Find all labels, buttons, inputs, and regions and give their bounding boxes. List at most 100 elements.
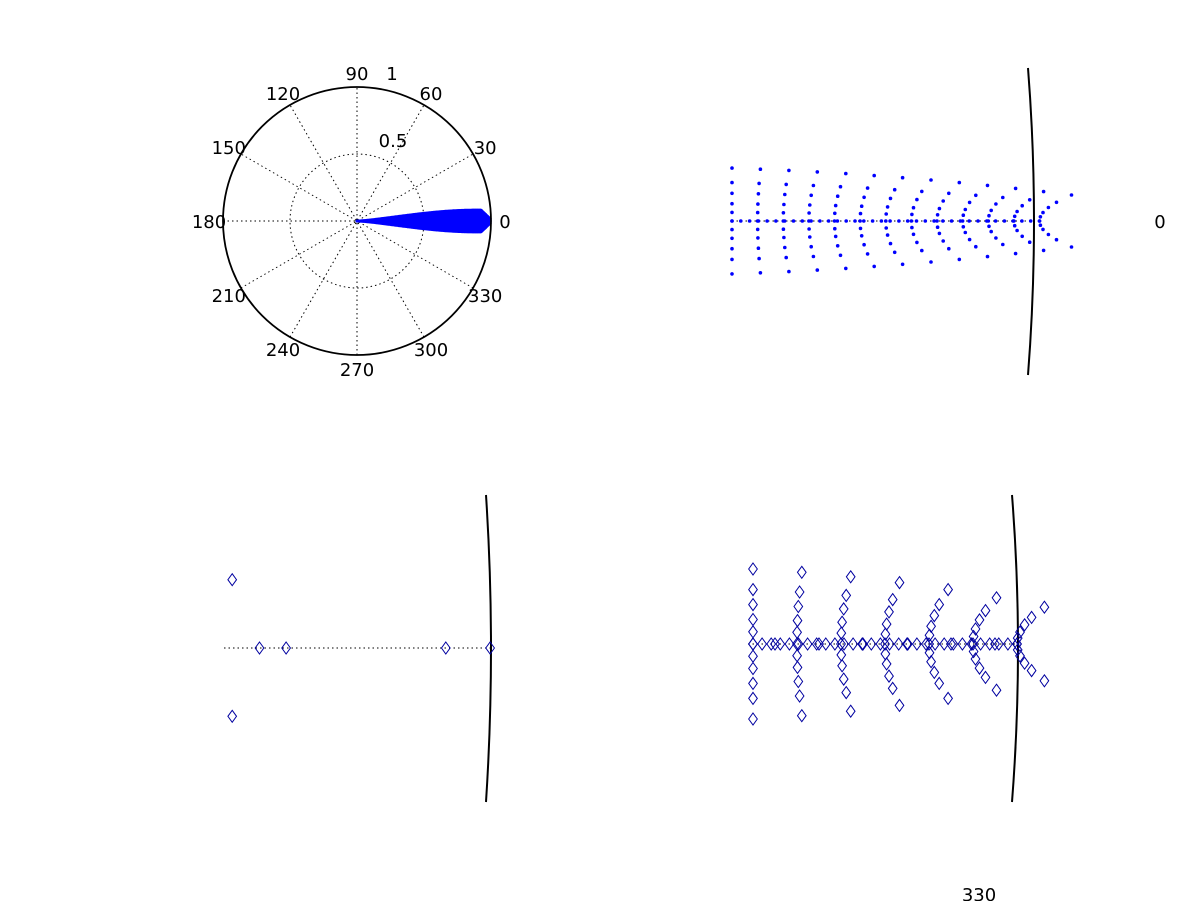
data-point-diamond: [894, 575, 905, 590]
data-point: [967, 237, 972, 242]
data-point: [815, 268, 820, 272]
data-point: [862, 219, 866, 223]
data-point: [1046, 232, 1051, 237]
data-point-diamond: [796, 708, 807, 723]
data-point: [835, 194, 840, 198]
data-point-diamond: [1019, 656, 1030, 671]
data-point: [755, 210, 760, 215]
data-point-diamond: [926, 654, 937, 669]
data-point-diamond: [946, 637, 956, 651]
data-point: [872, 173, 876, 178]
data-point: [730, 219, 734, 223]
data-point: [910, 212, 914, 217]
data-point: [782, 202, 786, 207]
data-point: [865, 252, 870, 256]
angle-tick-label-330: 330: [962, 885, 996, 901]
data-point-diamond: [775, 637, 786, 651]
data-point: [911, 205, 916, 210]
data-point-diamond: [884, 669, 894, 683]
data-point: [832, 219, 837, 223]
data-point: [1054, 200, 1059, 205]
data-point: [838, 184, 843, 189]
data-point-diamond: [970, 652, 981, 666]
data-points: [355, 208, 492, 234]
data-point-diamond: [1015, 649, 1025, 663]
data-point-diamond: [887, 592, 898, 607]
data-point: [730, 180, 734, 185]
data-point-diamond: [838, 602, 849, 616]
angle-tick-label: 270: [340, 360, 374, 381]
data-point: [1027, 198, 1032, 202]
data-point-diamond: [748, 562, 758, 576]
data-point: [833, 211, 837, 216]
data-point: [1028, 219, 1033, 223]
data-point: [756, 246, 761, 250]
data-point: [756, 202, 760, 206]
data-point-diamond: [845, 704, 856, 719]
angle-tick-label: 240: [266, 340, 300, 361]
data-point: [1046, 205, 1051, 210]
data-point: [923, 219, 928, 223]
data-point-diamond: [485, 641, 496, 655]
data-point-diamond: [934, 597, 945, 612]
data-point: [1012, 214, 1017, 219]
data-point: [1041, 210, 1045, 215]
data-point-diamond: [837, 658, 848, 673]
data-point: [1041, 189, 1046, 194]
data-point: [781, 211, 786, 215]
data-point-diamond: [1039, 673, 1050, 688]
polar-plot-bottom-left: [224, 494, 496, 803]
angle-tick-label: 90: [346, 64, 369, 85]
data-point: [807, 211, 811, 215]
data-point: [958, 219, 963, 223]
data-point: [844, 266, 848, 271]
data-point: [782, 235, 786, 240]
data-point-diamond: [993, 637, 1004, 651]
data-point: [892, 187, 897, 192]
data-point: [870, 219, 875, 223]
data-point: [862, 195, 866, 200]
data-point: [844, 171, 848, 176]
data-point: [985, 254, 990, 259]
data-point: [1013, 186, 1018, 191]
data-point: [808, 235, 812, 239]
data-point: [905, 219, 910, 223]
data-point-diamond: [848, 637, 859, 651]
data-point: [1011, 219, 1015, 223]
data-point-diamond: [858, 637, 868, 651]
data-point: [915, 197, 919, 202]
outer-arc: [1027, 67, 1035, 376]
data-point: [756, 236, 760, 240]
angle-tick-label: 180: [192, 212, 226, 233]
data-point-diamond: [794, 585, 805, 599]
data-point: [947, 191, 951, 196]
data-point-diamond: [748, 691, 758, 706]
data-point-diamond: [943, 691, 954, 706]
data-point: [989, 229, 993, 234]
polar-plot-top-left: 0 30 60 90 120 150 180 210 240 270 300 330 0.5 1: [192, 64, 511, 381]
angle-tick-label: 210: [212, 286, 246, 307]
data-point: [920, 248, 924, 253]
data-point: [935, 225, 940, 229]
data-point: [833, 226, 837, 231]
data-point: [853, 219, 857, 223]
r-tick-label: 1: [386, 64, 397, 85]
data-point: [826, 219, 831, 223]
data-point: [818, 219, 822, 223]
angle-tick-labels: 0 30 60 90 120 150 180 210 240 270 300 330: [192, 64, 511, 381]
data-point: [935, 213, 940, 217]
data-point: [865, 186, 870, 190]
data-point-diamond: [974, 613, 985, 627]
data-point-diamond: [974, 661, 985, 675]
data-point: [1054, 237, 1059, 242]
data-point-diamond: [1019, 617, 1030, 632]
data-point: [993, 219, 998, 223]
data-point-diamond: [1012, 637, 1022, 651]
data-point: [957, 180, 962, 185]
data-point-diamond: [1012, 643, 1023, 657]
data-point: [1015, 228, 1019, 233]
polar-plot-bottom-right: 330: [748, 494, 1050, 901]
data-point: [941, 199, 945, 203]
data-point: [809, 219, 813, 223]
data-point-diamond: [820, 637, 831, 651]
